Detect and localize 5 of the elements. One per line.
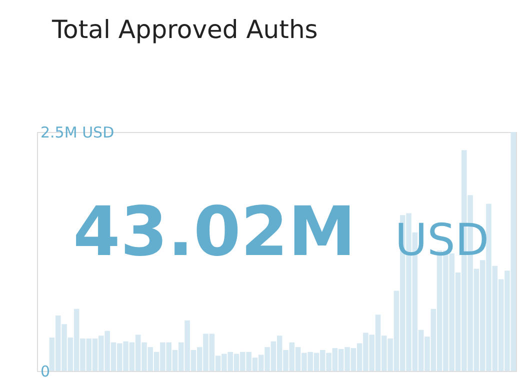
chart-title: Total Approved Auths	[51, 15, 318, 44]
y-tick-label: 0	[40, 362, 50, 378]
annotation: 43.02M	[73, 193, 356, 272]
annotation: USD	[395, 215, 490, 266]
y-tick-label: 2.5M USD	[40, 124, 114, 142]
